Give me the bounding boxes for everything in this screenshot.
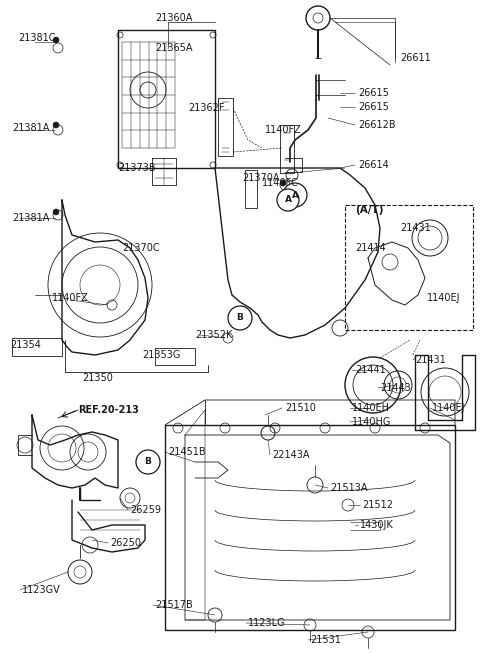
Text: 26615: 26615 <box>358 88 389 98</box>
Text: 21350: 21350 <box>82 373 113 383</box>
Text: A: A <box>285 195 291 204</box>
Text: 21360A: 21360A <box>155 13 192 23</box>
Bar <box>12 338 62 356</box>
Circle shape <box>228 306 252 330</box>
Text: 26259: 26259 <box>130 505 161 515</box>
Text: 1140EJ: 1140EJ <box>427 293 460 303</box>
Text: 21370C: 21370C <box>122 243 160 253</box>
Bar <box>245 170 257 208</box>
Text: REF.20-213: REF.20-213 <box>78 405 139 415</box>
Text: 21370A: 21370A <box>242 173 279 183</box>
Text: 21441: 21441 <box>355 365 386 375</box>
Text: 21362F: 21362F <box>188 103 225 113</box>
Text: 1123GV: 1123GV <box>22 585 61 595</box>
Text: 21431: 21431 <box>400 223 431 233</box>
Text: 21352K: 21352K <box>195 330 232 340</box>
Text: 1140EJ: 1140EJ <box>432 403 466 413</box>
Text: 21373B: 21373B <box>118 163 156 173</box>
Bar <box>218 98 233 156</box>
Text: 21451B: 21451B <box>168 447 205 457</box>
Text: 1140FC: 1140FC <box>262 178 299 188</box>
Text: 21531: 21531 <box>310 635 341 645</box>
Text: 21414: 21414 <box>355 243 386 253</box>
Text: A: A <box>291 191 299 200</box>
Text: 1140EH: 1140EH <box>352 403 390 413</box>
Text: 21381C: 21381C <box>18 33 56 43</box>
Text: (A/T): (A/T) <box>355 205 384 215</box>
Bar <box>345 205 473 330</box>
Text: 21365A: 21365A <box>155 43 192 53</box>
Text: 21354: 21354 <box>10 340 41 350</box>
Text: 21517B: 21517B <box>155 600 193 610</box>
Circle shape <box>53 122 59 128</box>
Text: 1123LG: 1123LG <box>248 618 286 628</box>
Text: 21381A: 21381A <box>12 213 49 223</box>
Circle shape <box>136 450 160 474</box>
Text: 26611: 26611 <box>400 53 431 63</box>
Circle shape <box>277 189 299 211</box>
Text: 22143A: 22143A <box>272 450 310 460</box>
Circle shape <box>283 183 307 207</box>
Text: 26614: 26614 <box>358 160 389 170</box>
Bar <box>280 125 294 173</box>
Text: 21510: 21510 <box>285 403 316 413</box>
Text: 1430JK: 1430JK <box>360 520 394 530</box>
Text: 21443: 21443 <box>380 383 411 393</box>
Text: 26615: 26615 <box>358 102 389 112</box>
Text: B: B <box>144 458 151 466</box>
Text: 21512: 21512 <box>362 500 393 510</box>
Text: 1140HG: 1140HG <box>352 417 391 427</box>
Circle shape <box>53 209 59 215</box>
Circle shape <box>53 37 59 43</box>
Circle shape <box>280 180 286 186</box>
Text: 1140FZ: 1140FZ <box>265 125 302 135</box>
Text: 26250: 26250 <box>110 538 141 548</box>
Text: 21353G: 21353G <box>142 350 180 360</box>
Text: 21431: 21431 <box>415 355 446 365</box>
Text: 21513A: 21513A <box>330 483 368 493</box>
Text: 1140FZ: 1140FZ <box>52 293 89 303</box>
Text: B: B <box>237 313 243 323</box>
Text: 26612B: 26612B <box>358 120 396 130</box>
Bar <box>165 425 455 630</box>
Text: 21381A: 21381A <box>12 123 49 133</box>
